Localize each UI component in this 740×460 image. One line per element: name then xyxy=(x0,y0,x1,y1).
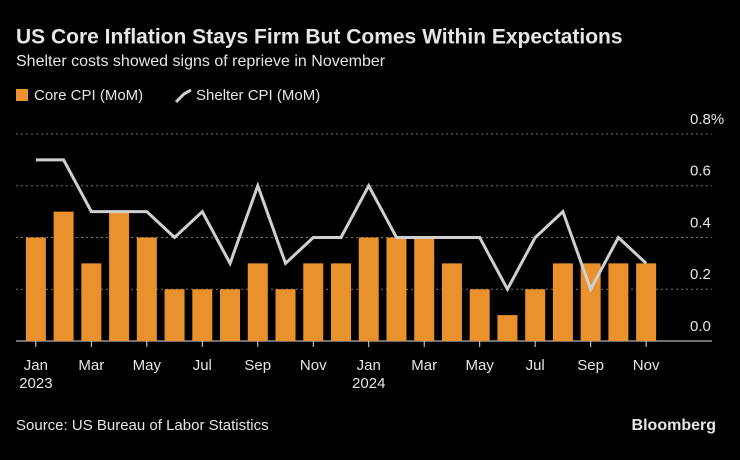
bar xyxy=(525,289,546,341)
bar xyxy=(303,263,324,341)
x-tick-label: Sep xyxy=(577,357,604,374)
source-note: Source: US Bureau of Labor Statistics xyxy=(16,417,269,434)
bar xyxy=(192,289,213,341)
bar xyxy=(109,211,130,341)
bar xyxy=(358,237,379,341)
x-tick-label: Jul xyxy=(193,357,212,374)
x-tick-label: Nov xyxy=(633,357,660,374)
bar xyxy=(441,263,462,341)
legend-label: Core CPI (MoM) xyxy=(34,87,143,104)
legend-swatch xyxy=(16,89,28,101)
legend-swatch xyxy=(174,88,192,104)
line xyxy=(35,158,648,293)
y-tick-label: 0.4 xyxy=(690,214,711,231)
x-year-label: 2024 xyxy=(352,375,385,392)
bar xyxy=(53,211,74,341)
bar xyxy=(247,263,268,341)
bar xyxy=(81,263,102,341)
bar xyxy=(386,237,407,341)
y-tick-label: 0.0 xyxy=(690,318,711,335)
bar xyxy=(497,315,518,341)
bar xyxy=(414,237,435,341)
bar xyxy=(25,237,46,341)
x-tick-label: Mar xyxy=(78,357,104,374)
x-tick-label: Jan xyxy=(24,357,48,374)
x-tick-label: Jan xyxy=(357,357,381,374)
y-tick-label: 0.8% xyxy=(690,111,724,128)
x-tick-label: Mar xyxy=(411,357,437,374)
bar xyxy=(136,237,157,341)
bar xyxy=(275,289,296,341)
bar xyxy=(164,289,185,341)
bar xyxy=(636,263,657,341)
bar xyxy=(331,263,351,341)
y-tick-label: 0.6 xyxy=(690,163,711,180)
x-tick-label: May xyxy=(466,357,495,374)
x-tick-label: Jul xyxy=(526,357,545,374)
x-tick-label: May xyxy=(133,357,162,374)
brand: Bloomberg xyxy=(632,417,716,434)
y-tick-label: 0.2 xyxy=(690,266,711,283)
bar xyxy=(220,289,241,341)
chart-subtitle: Shelter costs showed signs of reprieve i… xyxy=(16,53,386,70)
bar xyxy=(469,289,490,341)
x-tick-label: Sep xyxy=(244,357,271,374)
chart-title: US Core Inflation Stays Firm But Comes W… xyxy=(16,26,623,49)
x-tick-label: Nov xyxy=(300,357,327,374)
bar xyxy=(608,263,629,341)
x-year-label: 2023 xyxy=(19,375,52,392)
legend-label: Shelter CPI (MoM) xyxy=(196,87,320,104)
bar xyxy=(552,263,573,341)
